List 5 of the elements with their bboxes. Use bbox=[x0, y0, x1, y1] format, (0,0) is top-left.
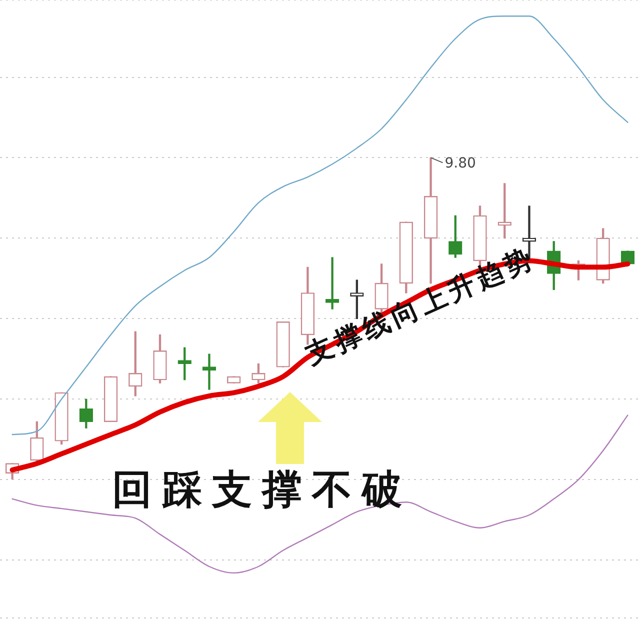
annotation: 支撑线向上升趋势 bbox=[300, 240, 542, 373]
candlestick bbox=[202, 354, 216, 390]
candlestick bbox=[325, 257, 340, 310]
annotation: 回踩支撑不破 bbox=[112, 466, 412, 515]
annotation: 9.80 bbox=[444, 155, 476, 172]
